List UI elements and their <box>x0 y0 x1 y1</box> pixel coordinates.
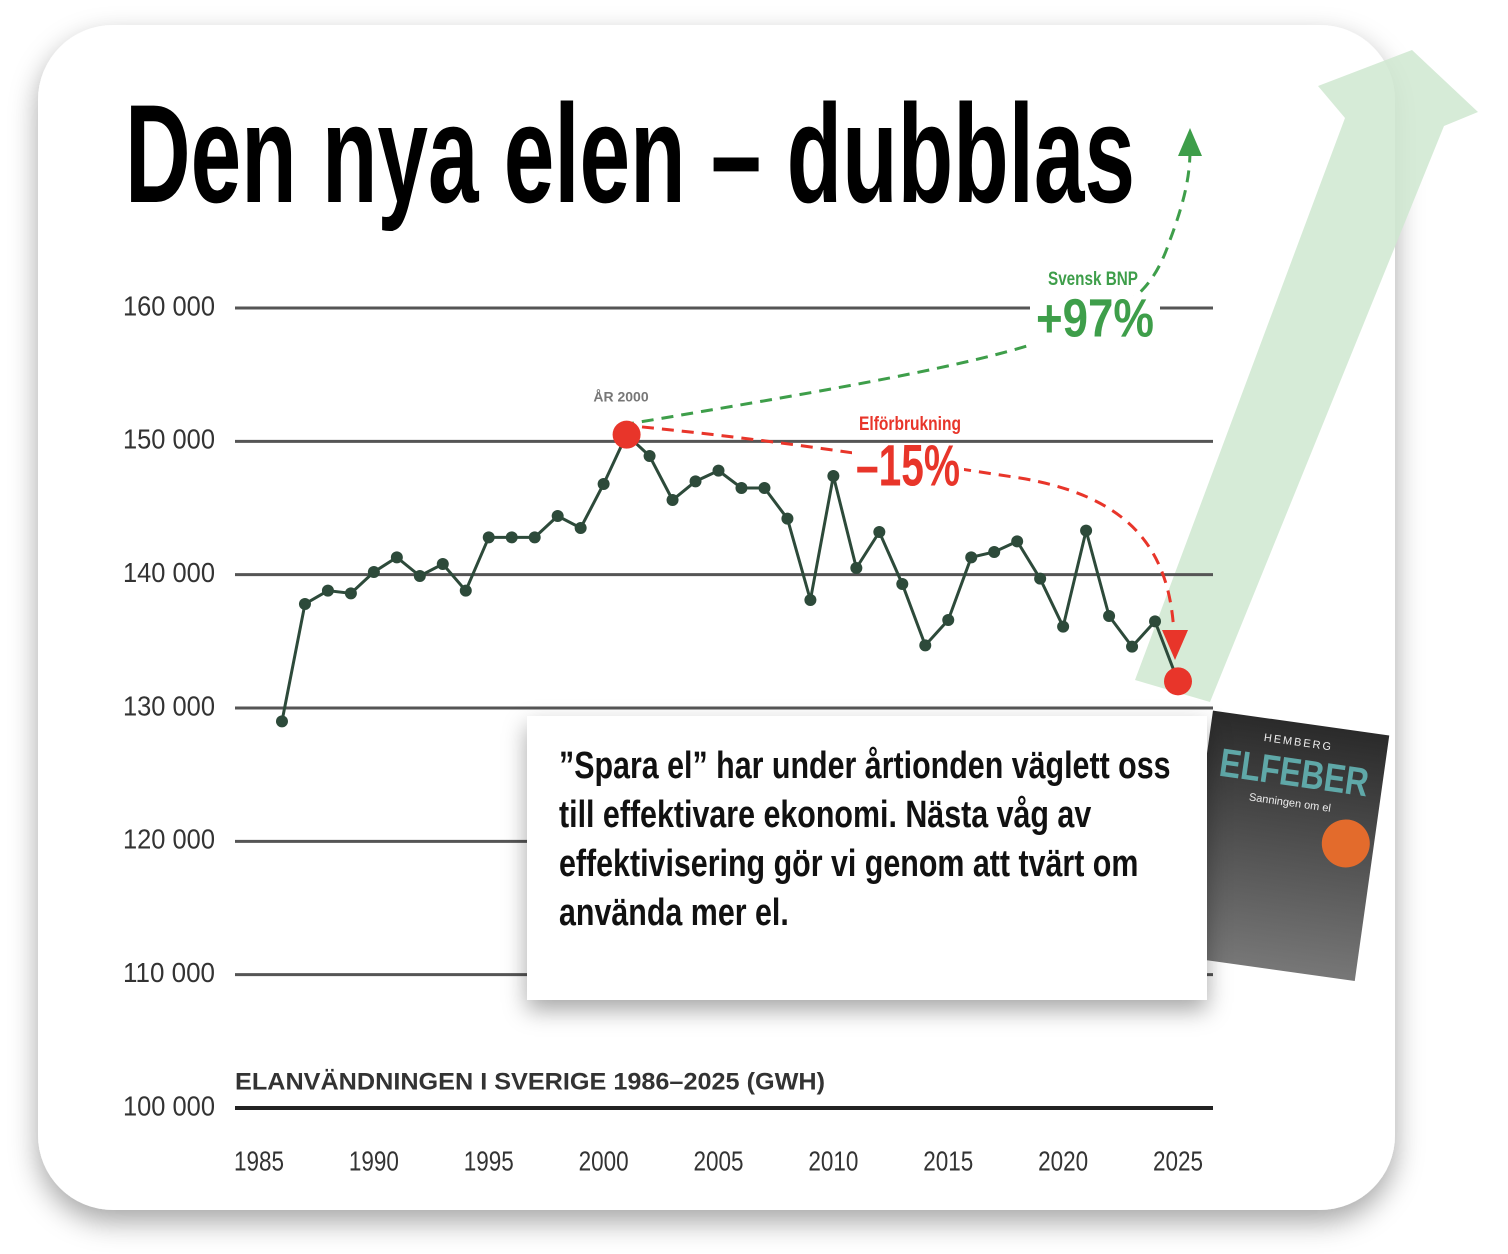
point <box>459 584 472 597</box>
point <box>666 494 679 506</box>
x-tick-label: 2015 <box>923 1145 973 1176</box>
point <box>988 546 1001 558</box>
point <box>1080 524 1093 537</box>
caption: ”Spara el” har under årtionden väglett o… <box>559 745 1171 934</box>
point <box>597 478 610 490</box>
x-tick-label: 1990 <box>349 1145 399 1176</box>
point <box>551 510 564 522</box>
point <box>390 551 403 564</box>
point <box>827 470 840 482</box>
year-label: ÅR 2000 <box>593 389 648 405</box>
point <box>275 715 288 728</box>
point <box>1011 535 1024 548</box>
x-tick-label: 1995 <box>464 1145 514 1176</box>
point <box>781 512 794 525</box>
point <box>528 531 541 544</box>
growth-arrow <box>1135 50 1478 702</box>
x-tick-label: 2010 <box>808 1145 858 1176</box>
book-cover <box>1178 710 1390 982</box>
x-tick-label: 2020 <box>1038 1145 1088 1176</box>
chart-subtitle: ELANVÄNDNINGEN I SVERIGE 1986–2025 (GWH) <box>235 1068 825 1095</box>
y-tick-label: 100 000 <box>123 1090 215 1121</box>
point <box>643 450 656 462</box>
point <box>735 482 748 494</box>
x-tick-label: 1985 <box>234 1145 284 1176</box>
point <box>1126 640 1139 653</box>
y-tick-label: 110 000 <box>123 957 215 988</box>
point <box>367 566 380 578</box>
y-tick-label: 140 000 <box>123 557 215 588</box>
y-tick-label: 130 000 <box>123 690 215 721</box>
point <box>919 639 932 652</box>
use-arrow <box>621 423 1176 636</box>
point <box>482 531 495 544</box>
highlight-point <box>612 420 641 449</box>
point <box>321 584 334 597</box>
point <box>1103 610 1116 622</box>
point <box>344 587 357 600</box>
point <box>896 578 909 590</box>
highlight-point <box>1164 667 1192 696</box>
point <box>942 614 955 626</box>
point <box>574 522 587 534</box>
point <box>873 526 886 538</box>
gdp-change: +97% <box>1036 288 1154 348</box>
caption-box: ”Spara el” har under årtionden väglett o… <box>527 716 1207 1000</box>
point <box>413 570 426 582</box>
point <box>436 558 449 570</box>
point <box>712 464 725 477</box>
use-label: Elförbrukning <box>859 414 961 435</box>
chart-title: Den nya elen – dubblas <box>125 75 1135 232</box>
x-tick-label: 2000 <box>579 1145 629 1176</box>
gdp-label: Svensk BNP <box>1048 269 1138 290</box>
point <box>965 551 978 564</box>
x-tick-label: 2025 <box>1153 1145 1203 1176</box>
book-badge <box>1321 819 1370 868</box>
use-arrowhead <box>1162 630 1188 660</box>
line <box>280 432 1180 722</box>
y-tick-label: 120 000 <box>123 824 215 855</box>
annotations: ÅR 2000 Svensk BNP +97% Elförbrukning –1… <box>593 128 1202 660</box>
point <box>505 531 518 544</box>
book: HEMBERG ELFEBER Sanningen om el <box>1178 710 1390 982</box>
point <box>758 482 771 494</box>
x-tick-label: 2005 <box>694 1145 744 1176</box>
point <box>850 562 863 574</box>
y-tick-label: 160 000 <box>123 290 215 321</box>
use-change: –15% <box>856 433 960 498</box>
y-tick-label: 150 000 <box>123 424 215 455</box>
point <box>804 594 817 606</box>
point <box>689 475 702 488</box>
label-bg <box>1030 296 1160 346</box>
point <box>1149 615 1162 628</box>
point <box>1057 620 1070 633</box>
label-bg <box>852 444 964 496</box>
point <box>1034 572 1047 585</box>
point <box>298 598 311 610</box>
gdp-arrowhead <box>1178 128 1202 156</box>
